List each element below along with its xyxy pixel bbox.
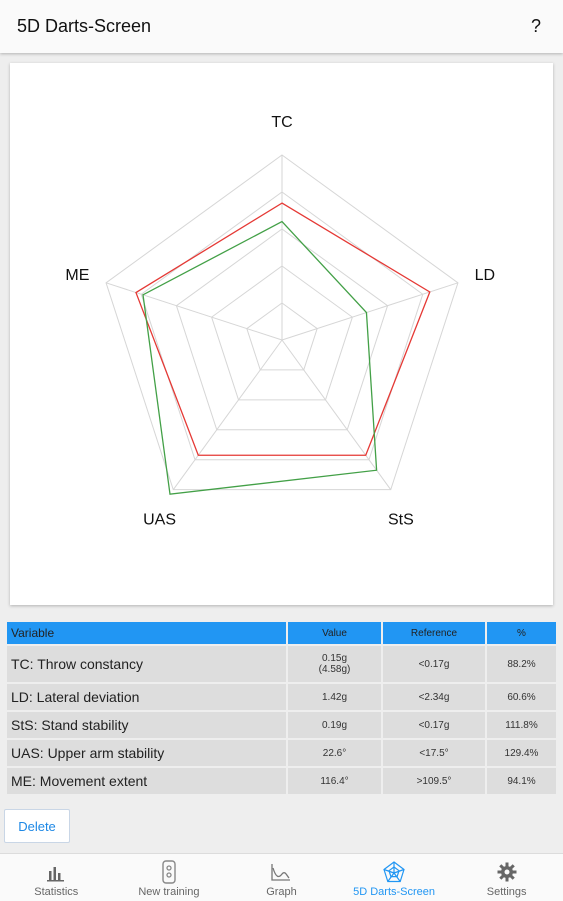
radar-axis-label: TC	[271, 114, 292, 131]
radar-spoke	[105, 282, 283, 341]
table-row: LD: Lateral deviation 1.42g <2.34g 60.6%	[7, 684, 556, 710]
cell-value: 116.4°	[288, 768, 381, 794]
cell-reference: <0.17g	[383, 646, 485, 682]
cell-variable: StS: Stand stability	[7, 712, 286, 738]
radar-chart: TC LD StS UAS ME	[65, 114, 495, 529]
cell-percent: 94.1%	[487, 768, 556, 794]
bottom-navigation: Statistics New training Graph 5D Darts-S…	[0, 853, 563, 901]
radar-series-line	[142, 220, 378, 495]
page-title: 5D Darts-Screen	[17, 16, 152, 36]
radar-axis-label: ME	[65, 267, 89, 284]
nav-item-statistics[interactable]: Statistics	[0, 854, 113, 901]
cell-reference: <0.17g	[383, 712, 485, 738]
table-row: UAS: Upper arm stability 22.6° <17.5° 12…	[7, 740, 556, 766]
header-reference: Reference	[383, 622, 485, 644]
header-value: Value	[288, 622, 381, 644]
cell-percent: 111.8%	[487, 712, 556, 738]
radar-icon	[383, 860, 405, 884]
results-table: Variable Value Reference % TC: Throw con…	[5, 620, 558, 796]
delete-button[interactable]: Delete	[4, 809, 70, 843]
app-bar: 5D Darts-Screen ?	[0, 0, 563, 53]
bar-chart-icon	[46, 860, 66, 884]
cell-value: 0.19g	[288, 712, 381, 738]
header-percent: %	[487, 622, 556, 644]
nav-item-new-training[interactable]: New training	[113, 854, 226, 901]
cell-value-secondary: (4.58g)	[318, 664, 351, 675]
radar-grid-ring	[246, 302, 318, 371]
radar-axis-label: UAS	[143, 512, 176, 529]
cell-variable: TC: Throw constancy	[7, 646, 286, 682]
radar-axis-label: StS	[388, 512, 414, 529]
cell-variable: UAS: Upper arm stability	[7, 740, 286, 766]
dartboard-icon	[159, 860, 179, 884]
cell-value-main: 0.15g	[321, 653, 348, 664]
radar-grid-ring	[105, 154, 459, 491]
cell-percent: 129.4%	[487, 740, 556, 766]
table-row: StS: Stand stability 0.19g <0.17g 111.8%	[7, 712, 556, 738]
cell-percent: 60.6%	[487, 684, 556, 710]
cell-variable: ME: Movement extent	[7, 768, 286, 794]
cell-variable: LD: Lateral deviation	[7, 684, 286, 710]
table-row: ME: Movement extent 116.4° >109.5° 94.1%	[7, 768, 556, 794]
nav-label: Settings	[486, 886, 527, 898]
cell-value: 0.15g (4.58g)	[288, 646, 381, 682]
cell-value: 1.42g	[288, 684, 381, 710]
radar-series-line	[135, 202, 431, 456]
radar-grid-ring	[140, 191, 424, 461]
cell-percent: 88.2%	[487, 646, 556, 682]
radar-grid-ring	[175, 228, 389, 431]
cell-value: 22.6°	[288, 740, 381, 766]
cell-reference: <17.5°	[383, 740, 485, 766]
nav-item-5d-darts-screen[interactable]: 5D Darts-Screen	[338, 854, 451, 901]
radar-grid-ring	[211, 265, 353, 401]
gear-icon	[497, 860, 517, 884]
cell-reference: <2.34g	[383, 684, 485, 710]
table-header-row: Variable Value Reference %	[7, 622, 556, 644]
table-row: TC: Throw constancy 0.15g (4.58g) <0.17g …	[7, 646, 556, 682]
radar-spoke	[172, 339, 283, 490]
radar-axis-label: LD	[475, 267, 495, 284]
header-variable: Variable	[7, 622, 286, 644]
nav-label: Statistics	[34, 886, 79, 898]
nav-label: 5D Darts-Screen	[353, 886, 436, 898]
cell-reference: >109.5°	[383, 768, 485, 794]
nav-label: Graph	[266, 886, 297, 898]
nav-item-settings[interactable]: Settings	[450, 854, 563, 901]
radar-spoke	[281, 339, 392, 490]
line-graph-icon	[270, 860, 292, 884]
help-button[interactable]: ?	[530, 16, 541, 36]
nav-item-graph[interactable]: Graph	[225, 854, 338, 901]
nav-label: New training	[138, 886, 200, 898]
radar-chart-card: TC LD StS UAS ME	[10, 63, 553, 605]
radar-spoke	[281, 282, 459, 341]
